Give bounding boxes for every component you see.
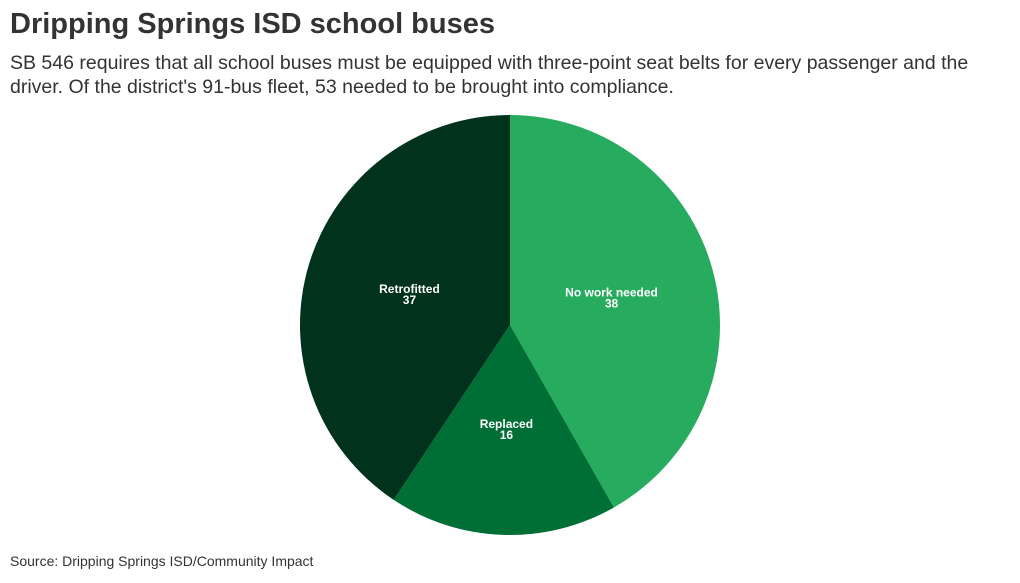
pie-slice	[393, 325, 614, 535]
slice-label: Replaced	[480, 417, 533, 431]
slice-label: No work needed	[565, 285, 658, 299]
chart-subtitle: SB 546 requires that all school buses mu…	[10, 52, 969, 98]
chart-title: Dripping Springs ISD school buses	[10, 8, 495, 40]
slice-value: 16	[500, 428, 514, 442]
pie-slice	[510, 115, 720, 508]
source-note: Source: Dripping Springs ISD/Community I…	[10, 553, 314, 569]
slice-value: 37	[403, 293, 417, 307]
slice-value: 38	[605, 296, 619, 310]
pie-slice	[300, 115, 510, 500]
slice-label: Retrofitted	[379, 282, 440, 296]
